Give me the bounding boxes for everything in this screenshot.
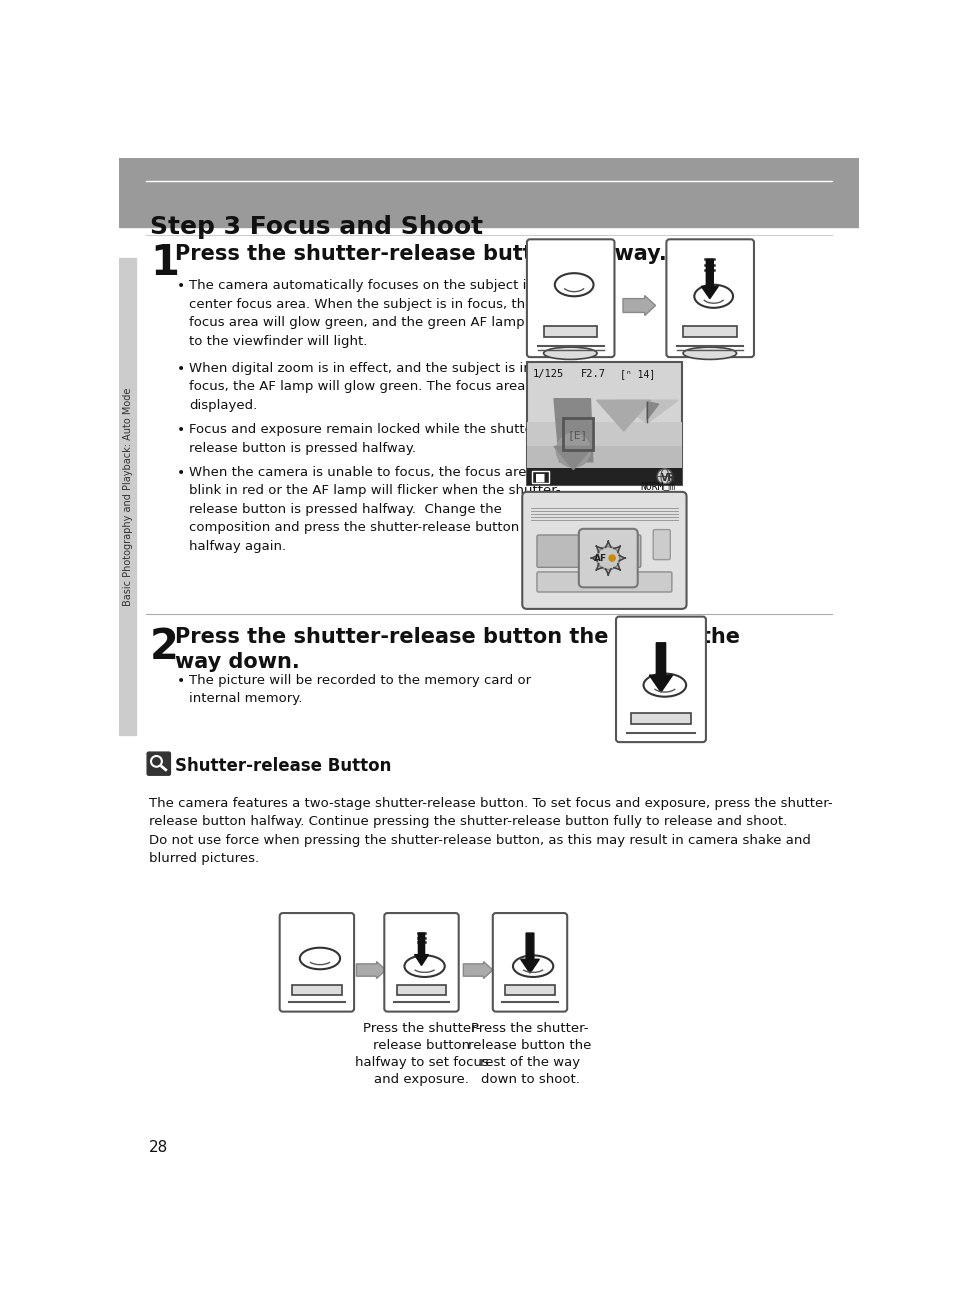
FancyArrow shape xyxy=(700,259,718,298)
Text: Basic Photography and Playback: Auto Mode: Basic Photography and Playback: Auto Mod… xyxy=(123,388,132,606)
Text: VR: VR xyxy=(660,473,675,482)
Bar xyxy=(526,447,681,468)
Polygon shape xyxy=(554,398,592,461)
Bar xyxy=(505,986,555,995)
Circle shape xyxy=(596,547,619,570)
Ellipse shape xyxy=(513,955,553,978)
Text: The picture will be recorded to the memory card or
internal memory.: The picture will be recorded to the memo… xyxy=(189,674,531,706)
Ellipse shape xyxy=(682,347,736,360)
Ellipse shape xyxy=(555,273,593,296)
FancyBboxPatch shape xyxy=(653,530,670,560)
FancyBboxPatch shape xyxy=(578,528,637,587)
Text: When digital zoom is in effect, and the subject is in
focus, the AF lamp will gl: When digital zoom is in effect, and the … xyxy=(189,361,566,411)
Polygon shape xyxy=(616,401,678,423)
FancyBboxPatch shape xyxy=(384,913,458,1012)
Ellipse shape xyxy=(299,947,340,970)
Polygon shape xyxy=(646,402,658,419)
FancyArrow shape xyxy=(415,933,428,966)
Text: The camera automatically focuses on the subject in the
center focus area. When t: The camera automatically focuses on the … xyxy=(189,280,560,348)
Text: •: • xyxy=(177,423,186,438)
Text: 2: 2 xyxy=(150,625,179,668)
Ellipse shape xyxy=(643,674,685,696)
Bar xyxy=(396,986,446,995)
Text: Press the shutter-release button halfway.: Press the shutter-release button halfway… xyxy=(174,244,666,264)
Circle shape xyxy=(608,555,615,561)
FancyBboxPatch shape xyxy=(616,616,705,742)
FancyArrow shape xyxy=(649,643,672,692)
Text: [ⁿ 14]: [ⁿ 14] xyxy=(619,369,655,378)
Circle shape xyxy=(657,469,672,484)
Ellipse shape xyxy=(694,285,732,307)
Text: •: • xyxy=(177,361,186,376)
Text: •: • xyxy=(177,674,186,687)
FancyBboxPatch shape xyxy=(537,535,640,568)
Text: Step 3 Focus and Shoot: Step 3 Focus and Shoot xyxy=(150,215,483,239)
Bar xyxy=(682,326,736,338)
FancyBboxPatch shape xyxy=(493,913,567,1012)
Text: [E]: [E] xyxy=(567,430,588,440)
FancyBboxPatch shape xyxy=(279,913,354,1012)
Text: F2.7: F2.7 xyxy=(580,369,605,378)
FancyArrow shape xyxy=(356,962,385,979)
Text: •: • xyxy=(177,280,186,293)
Bar xyxy=(119,158,858,227)
Text: When the camera is unable to focus, the focus area will
blink in red or the AF l: When the camera is unable to focus, the … xyxy=(189,465,560,553)
FancyArrow shape xyxy=(520,933,538,974)
Text: Press the shutter-
release button
halfway to set focus
and exposure.: Press the shutter- release button halfwa… xyxy=(355,1022,488,1087)
Text: •: • xyxy=(177,465,186,480)
Bar xyxy=(526,361,681,485)
Text: The camera features a two-stage shutter-release button. To set focus and exposur: The camera features a two-stage shutter-… xyxy=(149,796,831,866)
FancyBboxPatch shape xyxy=(147,752,171,775)
Text: 1: 1 xyxy=(150,242,179,284)
Bar xyxy=(543,326,597,338)
FancyBboxPatch shape xyxy=(666,239,753,357)
Polygon shape xyxy=(596,401,650,431)
Text: Shutter-release Button: Shutter-release Button xyxy=(174,757,391,775)
Bar xyxy=(526,422,681,468)
Text: 1/125: 1/125 xyxy=(533,369,564,378)
Bar xyxy=(526,468,681,485)
Text: Press the shutter-release button the rest of the
way down.: Press the shutter-release button the res… xyxy=(174,627,740,673)
Circle shape xyxy=(556,434,590,468)
Bar xyxy=(119,258,136,735)
Text: AF: AF xyxy=(594,553,606,562)
Polygon shape xyxy=(554,447,592,469)
Bar xyxy=(531,472,548,482)
Bar xyxy=(630,714,691,724)
Text: NORM□m: NORM□m xyxy=(639,481,675,491)
FancyArrow shape xyxy=(622,296,655,315)
FancyBboxPatch shape xyxy=(537,572,671,593)
Text: ■: ■ xyxy=(535,472,545,482)
Ellipse shape xyxy=(543,347,597,360)
Text: Focus and exposure remain locked while the shutter-
release button is pressed ha: Focus and exposure remain locked while t… xyxy=(189,423,541,455)
Ellipse shape xyxy=(404,955,444,978)
Text: Press the shutter-
release button the
rest of the way
down to shoot.: Press the shutter- release button the re… xyxy=(468,1022,591,1087)
FancyBboxPatch shape xyxy=(521,491,686,608)
FancyArrow shape xyxy=(463,962,493,979)
Bar xyxy=(292,986,341,995)
Text: 28: 28 xyxy=(149,1139,168,1155)
FancyBboxPatch shape xyxy=(526,239,614,357)
